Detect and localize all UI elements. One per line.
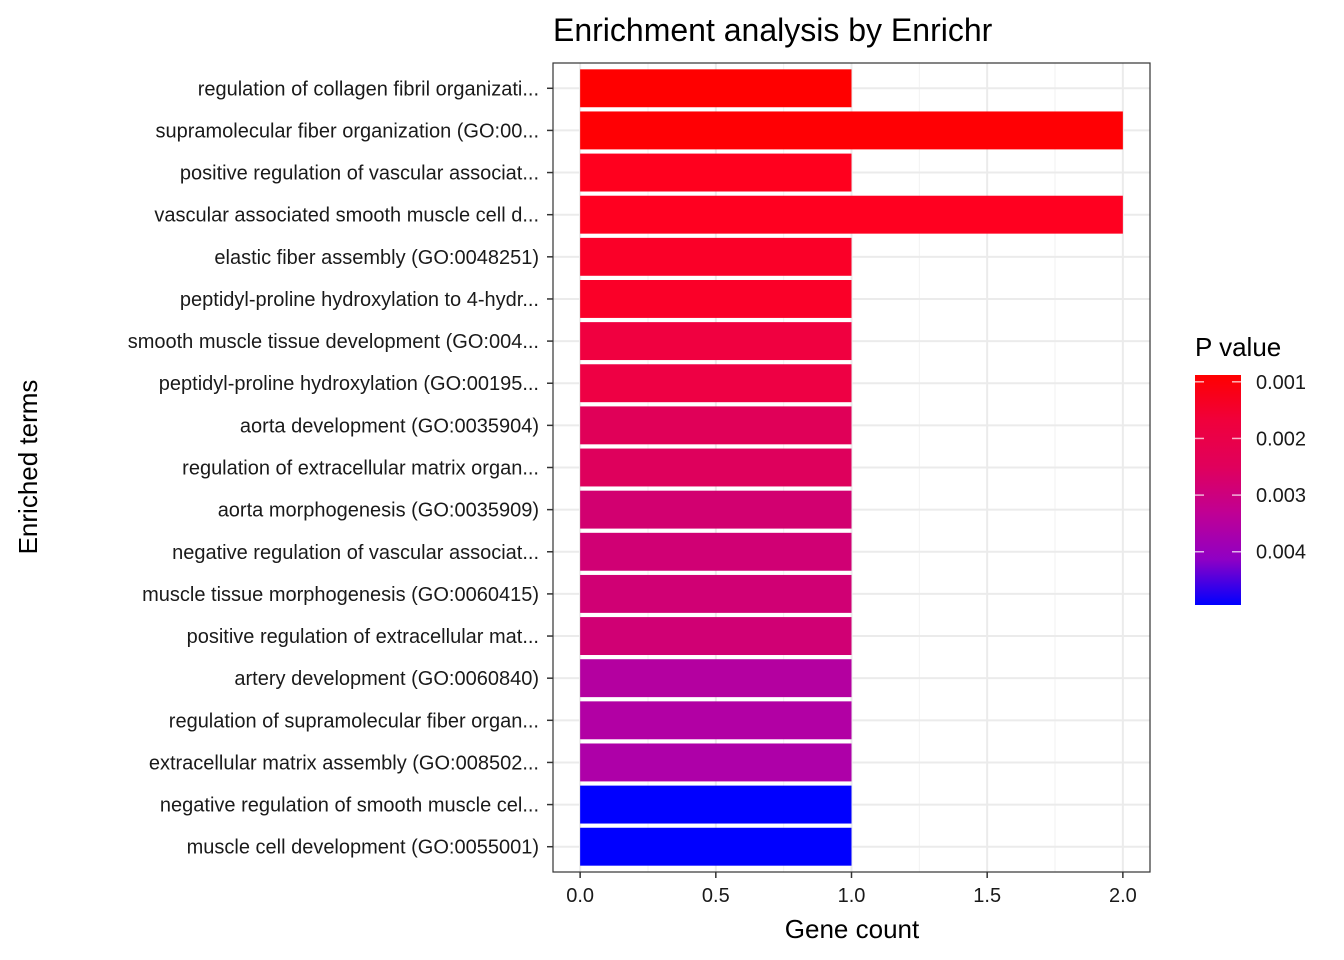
bar [580, 827, 852, 866]
bar [580, 574, 852, 613]
x-tick-label: 1.5 [973, 885, 1001, 907]
bar [580, 532, 852, 571]
bar [580, 237, 852, 276]
x-tick-label: 2.0 [1109, 885, 1137, 907]
y-axis: regulation of collagen fibril organizati… [128, 78, 553, 859]
y-tick-label: vascular associated smooth muscle cell d… [154, 205, 539, 227]
bar [580, 279, 852, 318]
legend-tick-label: 0.003 [1256, 485, 1306, 507]
y-tick-label: peptidyl-proline hydroxylation to 4-hydr… [180, 289, 539, 311]
bar [580, 490, 852, 529]
bar [580, 743, 852, 782]
y-tick-label: supramolecular fiber organization (GO:00… [155, 120, 539, 142]
y-tick-label: regulation of collagen fibril organizati… [198, 78, 539, 100]
y-tick-label: aorta morphogenesis (GO:0035909) [218, 500, 539, 522]
y-tick-label: smooth muscle tissue development (GO:004… [128, 331, 539, 353]
y-tick-label: positive regulation of extracellular mat… [187, 626, 539, 648]
y-axis-title: Enriched terms [13, 380, 43, 555]
bar [580, 153, 852, 192]
y-tick-label: extracellular matrix assembly (GO:008502… [149, 752, 539, 774]
y-tick-label: negative regulation of smooth muscle cel… [160, 795, 539, 817]
x-tick-label: 0.5 [702, 885, 730, 907]
bar [580, 785, 852, 824]
legend-title: P value [1195, 332, 1281, 362]
chart-title: Enrichment analysis by Enrichr [553, 12, 993, 48]
bar [580, 111, 1123, 150]
y-tick-label: peptidyl-proline hydroxylation (GO:00195… [159, 373, 539, 395]
y-tick-label: regulation of supramolecular fiber organ… [169, 710, 539, 732]
bar [580, 617, 852, 656]
bar [580, 448, 852, 487]
y-tick-label: negative regulation of vascular associat… [172, 542, 539, 564]
bar [580, 406, 852, 445]
bar [580, 701, 852, 740]
x-axis-title: Gene count [785, 914, 920, 944]
bar [580, 322, 852, 361]
y-tick-label: muscle cell development (GO:0055001) [187, 837, 539, 859]
legend-colorbar [1195, 375, 1241, 605]
legend-tick-label: 0.004 [1256, 542, 1306, 564]
y-tick-label: positive regulation of vascular associat… [180, 163, 539, 185]
y-tick-label: regulation of extracellular matrix organ… [182, 458, 539, 480]
bar [580, 364, 852, 403]
legend: P value 0.001 0.002 0.003 0.004 [1195, 332, 1306, 605]
y-tick-label: artery development (GO:0060840) [234, 668, 539, 690]
bars [580, 69, 1123, 866]
bar [580, 195, 1123, 234]
bar [580, 659, 852, 698]
y-tick-label: aorta development (GO:0035904) [240, 415, 539, 437]
y-tick-label: muscle tissue morphogenesis (GO:0060415) [142, 584, 539, 606]
legend-tick-label: 0.002 [1256, 428, 1306, 450]
y-tick-label: elastic fiber assembly (GO:0048251) [214, 247, 539, 269]
x-axis: 0.0 0.5 1.0 1.5 2.0 [566, 872, 1137, 907]
x-tick-label: 0.0 [566, 885, 594, 907]
legend-tick-label: 0.001 [1256, 372, 1306, 394]
x-tick-label: 1.0 [838, 885, 866, 907]
bar [580, 69, 852, 108]
